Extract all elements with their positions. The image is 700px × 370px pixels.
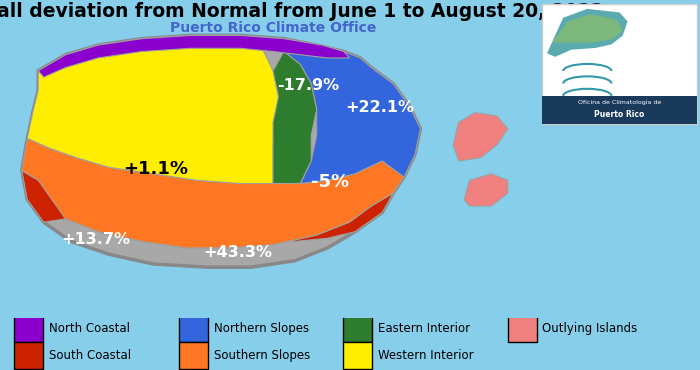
Polygon shape: [22, 36, 421, 267]
FancyBboxPatch shape: [542, 4, 696, 124]
Text: -17.9%: -17.9%: [277, 78, 339, 93]
Text: Eastern Interior: Eastern Interior: [378, 322, 470, 334]
Text: North Coastal: North Coastal: [49, 322, 130, 334]
Text: South Coastal: South Coastal: [49, 349, 131, 362]
Text: Outlying Islands: Outlying Islands: [542, 322, 638, 334]
Text: Puerto Rico: Puerto Rico: [594, 110, 645, 119]
Text: Northern Slopes: Northern Slopes: [214, 322, 309, 334]
Polygon shape: [240, 36, 421, 184]
Text: +13.7%: +13.7%: [61, 232, 130, 247]
Polygon shape: [552, 14, 623, 43]
FancyBboxPatch shape: [14, 342, 43, 369]
Polygon shape: [38, 36, 349, 77]
Bar: [542, 96, 696, 124]
Text: Oficina de Climatología de: Oficina de Climatología de: [578, 100, 661, 105]
Polygon shape: [453, 112, 508, 161]
Text: +1.1%: +1.1%: [123, 160, 188, 178]
Polygon shape: [22, 171, 393, 248]
Text: +43.3%: +43.3%: [203, 245, 272, 260]
FancyBboxPatch shape: [343, 342, 372, 369]
FancyBboxPatch shape: [178, 314, 208, 342]
Text: Southern Slopes: Southern Slopes: [214, 349, 309, 362]
FancyBboxPatch shape: [343, 314, 372, 342]
Polygon shape: [27, 36, 279, 184]
FancyBboxPatch shape: [508, 314, 537, 342]
Text: -5%: -5%: [312, 173, 349, 191]
Polygon shape: [273, 51, 316, 184]
Polygon shape: [22, 138, 404, 248]
Polygon shape: [547, 9, 627, 57]
FancyBboxPatch shape: [14, 314, 43, 342]
FancyBboxPatch shape: [178, 342, 208, 369]
Text: Western Interior: Western Interior: [378, 349, 474, 362]
Text: Puerto Rico Climate Office: Puerto Rico Climate Office: [170, 21, 376, 35]
Polygon shape: [464, 174, 508, 206]
Text: Rainfall deviation from Normal from June 1 to August 20, 2023: Rainfall deviation from Normal from June…: [0, 1, 604, 21]
Text: +22.1%: +22.1%: [345, 100, 414, 115]
